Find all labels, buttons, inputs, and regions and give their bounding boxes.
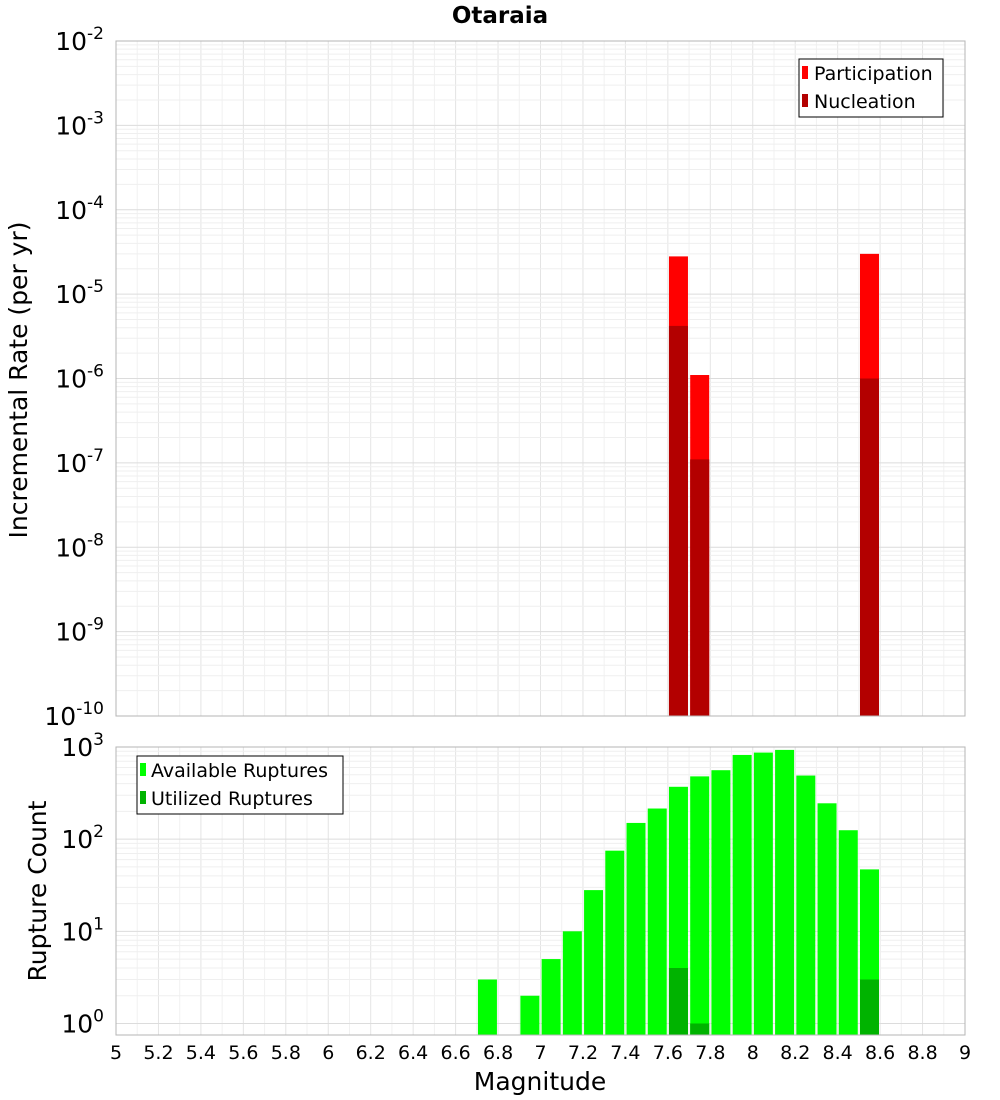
x-tick-label: 8.6 xyxy=(865,1042,895,1064)
available-ruptures-bar xyxy=(520,995,540,1035)
bottom-legend: Available Ruptures Utilized Ruptures xyxy=(136,755,344,815)
top-y-tick-label: 10-3 xyxy=(55,108,104,140)
available-ruptures-bar xyxy=(690,776,710,1035)
available-ruptures-bar xyxy=(605,850,625,1035)
x-tick-label: 5 xyxy=(110,1042,122,1064)
top-legend-swatch xyxy=(802,94,808,107)
nucleation-bar xyxy=(690,459,710,716)
available-ruptures-bar xyxy=(541,959,561,1035)
x-tick-label: 8.2 xyxy=(780,1042,810,1064)
top-y-tick-label: 10-10 xyxy=(44,699,104,731)
available-ruptures-bar xyxy=(732,754,752,1035)
x-tick-label: 6.8 xyxy=(483,1042,513,1064)
x-tick-label: 8.8 xyxy=(907,1042,937,1064)
top-legend: Participation Nucleation xyxy=(798,58,944,118)
available-ruptures-bar xyxy=(817,803,837,1035)
available-ruptures-bar xyxy=(753,752,773,1035)
utilized-ruptures-bar xyxy=(668,967,688,1035)
x-tick-label: 7 xyxy=(534,1042,546,1064)
x-tick-label: 6.6 xyxy=(440,1042,470,1064)
nucleation-bar xyxy=(859,378,879,716)
available-ruptures-bar xyxy=(796,775,816,1035)
chart-title: Otaraia xyxy=(452,3,548,29)
top-legend-swatch xyxy=(802,66,808,79)
x-tick-label: 5.6 xyxy=(228,1042,258,1064)
available-ruptures-bar xyxy=(477,979,497,1035)
x-tick-label: 6.4 xyxy=(398,1042,428,1064)
top-legend-label: Nucleation xyxy=(814,91,916,113)
utilized-ruptures-bar xyxy=(690,1023,710,1035)
x-tick-label: 8.4 xyxy=(823,1042,853,1064)
available-ruptures-bar xyxy=(647,808,667,1035)
bottom-legend-box xyxy=(136,755,344,815)
x-tick-label: 5.8 xyxy=(271,1042,301,1064)
top-legend-label: Participation xyxy=(814,63,933,85)
x-axis-label: Magnitude xyxy=(474,1067,606,1096)
bottom-y-tick-label: 103 xyxy=(61,730,104,762)
bottom-legend-label: Available Ruptures xyxy=(151,760,328,782)
available-ruptures-bar xyxy=(562,931,582,1035)
x-tick-label: 5.4 xyxy=(186,1042,216,1064)
nucleation-bar xyxy=(668,325,688,716)
top-y-axis-label: Incremental Rate (per yr) xyxy=(4,222,33,539)
available-ruptures-bar xyxy=(838,830,858,1035)
bottom-y-tick-label: 100 xyxy=(61,1006,104,1038)
bottom-y-tick-label: 101 xyxy=(61,914,104,946)
x-tick-label: 5.2 xyxy=(143,1042,173,1064)
bottom-legend-swatch xyxy=(140,791,146,804)
top-y-tick-label: 10-9 xyxy=(55,615,104,647)
top-y-tick-label: 10-6 xyxy=(55,362,104,394)
x-tick-label: 9 xyxy=(959,1042,971,1064)
x-tick-label: 7.8 xyxy=(695,1042,725,1064)
utilized-ruptures-bar xyxy=(859,979,879,1035)
bottom-legend-label: Utilized Ruptures xyxy=(151,788,313,810)
top-y-tick-label: 10-8 xyxy=(55,530,104,562)
top-plot-frame xyxy=(115,40,966,717)
bottom-legend-swatch xyxy=(140,763,146,776)
available-ruptures-bar xyxy=(626,822,646,1035)
top-y-tick-label: 10-4 xyxy=(55,193,104,225)
x-tick-label: 7.4 xyxy=(610,1042,640,1064)
bottom-y-axis-label: Rupture Count xyxy=(23,800,52,981)
x-tick-label: 8 xyxy=(747,1042,759,1064)
bottom-y-tick-label: 102 xyxy=(61,822,104,854)
x-tick-label: 7.6 xyxy=(653,1042,683,1064)
available-ruptures-bar xyxy=(711,770,731,1035)
top-y-tick-label: 10-7 xyxy=(55,446,104,478)
available-ruptures-bar xyxy=(584,890,604,1035)
available-ruptures-bar xyxy=(775,749,795,1035)
top-y-tick-label: 10-5 xyxy=(55,277,104,309)
top-legend-box xyxy=(798,58,944,118)
x-tick-label: 6 xyxy=(322,1042,334,1064)
bottom-plot-frame xyxy=(115,746,966,1036)
top-y-tick-label: 10-2 xyxy=(55,24,104,56)
x-tick-label: 6.2 xyxy=(356,1042,386,1064)
x-tick-label: 7.2 xyxy=(568,1042,598,1064)
